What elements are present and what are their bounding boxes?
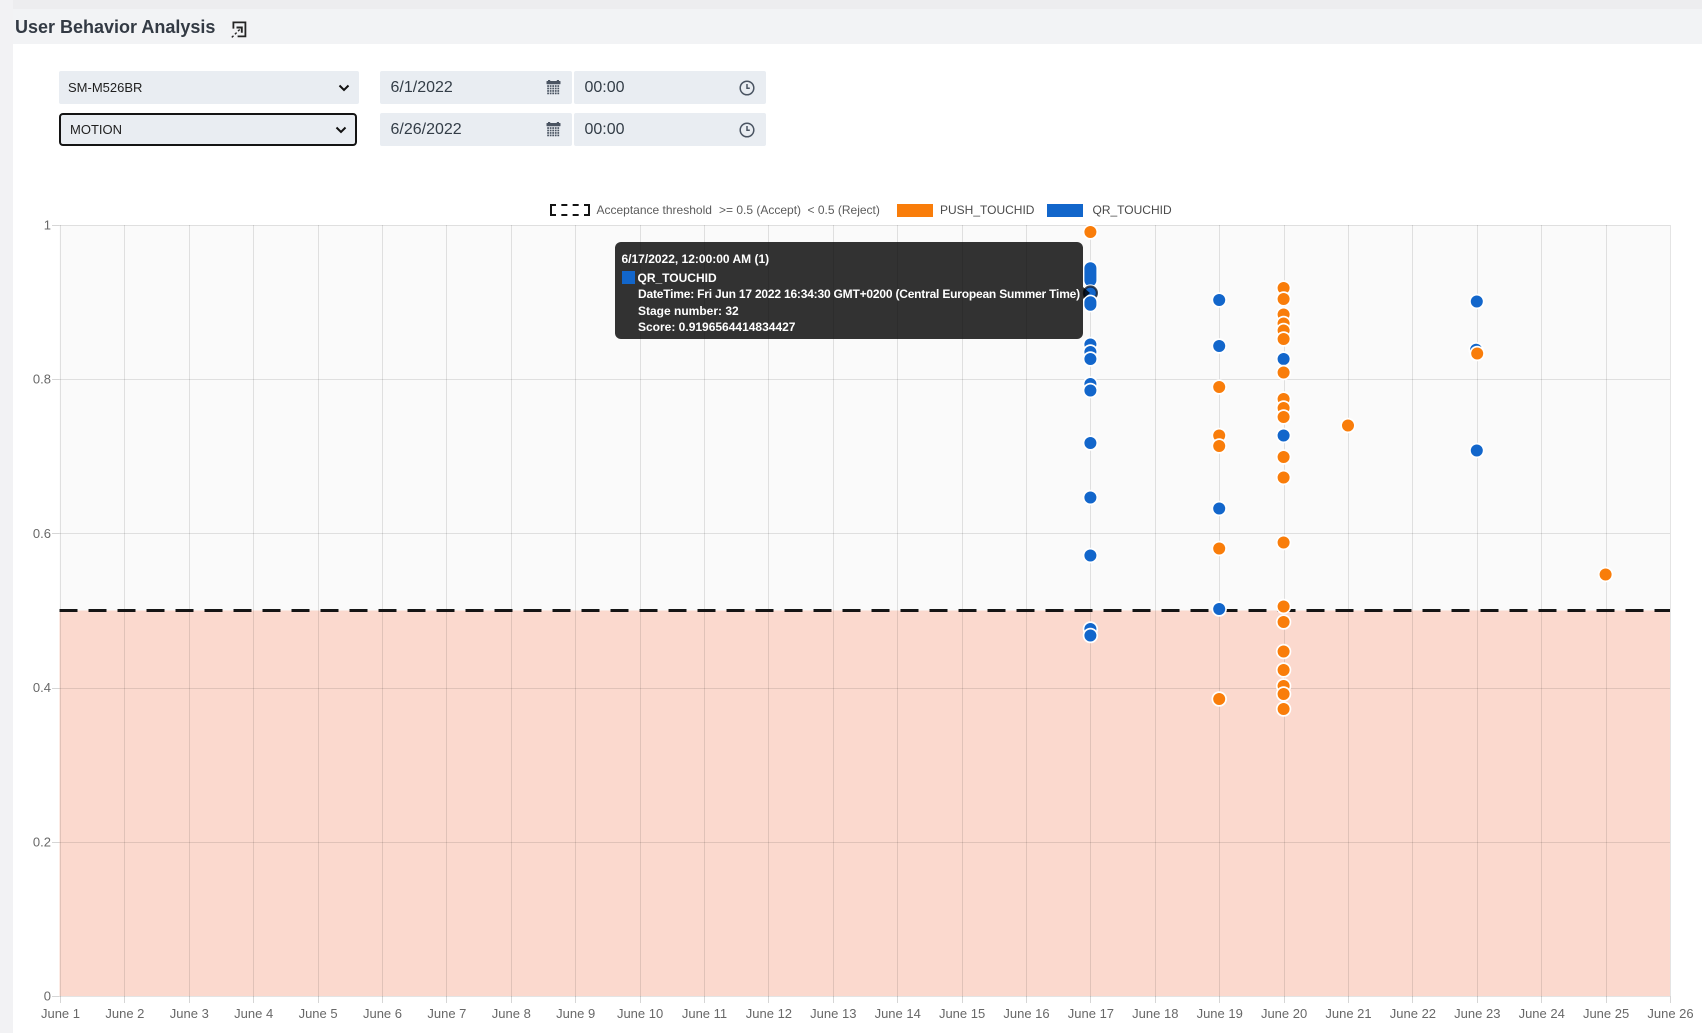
svg-text:June 2: June 2 (105, 1006, 144, 1021)
svg-text:June 16: June 16 (1003, 1006, 1049, 1021)
svg-text:June 18: June 18 (1132, 1006, 1178, 1021)
svg-text:June 14: June 14 (875, 1006, 921, 1021)
svg-text:0: 0 (44, 989, 51, 1004)
svg-text:June 7: June 7 (427, 1006, 466, 1021)
svg-text:0.6: 0.6 (33, 526, 51, 541)
svg-text:June 25: June 25 (1583, 1006, 1629, 1021)
svg-text:June 12: June 12 (746, 1006, 792, 1021)
svg-text:June 20: June 20 (1261, 1006, 1307, 1021)
svg-text:June 10: June 10 (617, 1006, 663, 1021)
svg-text:June 21: June 21 (1325, 1006, 1371, 1021)
svg-text:June 3: June 3 (170, 1006, 209, 1021)
svg-text:June 8: June 8 (492, 1006, 531, 1021)
svg-text:June 6: June 6 (363, 1006, 402, 1021)
svg-text:June 13: June 13 (810, 1006, 856, 1021)
svg-text:June 26: June 26 (1647, 1006, 1693, 1021)
svg-text:June 17: June 17 (1068, 1006, 1114, 1021)
svg-text:June 4: June 4 (234, 1006, 273, 1021)
svg-text:June 19: June 19 (1197, 1006, 1243, 1021)
svg-text:June 1: June 1 (41, 1006, 80, 1021)
svg-text:0.8: 0.8 (33, 372, 51, 387)
svg-text:June 5: June 5 (299, 1006, 338, 1021)
svg-text:June 24: June 24 (1519, 1006, 1565, 1021)
svg-text:1: 1 (44, 218, 51, 233)
svg-text:June 11: June 11 (682, 1006, 727, 1021)
svg-text:June 9: June 9 (556, 1006, 595, 1021)
svg-text:June 22: June 22 (1390, 1006, 1436, 1021)
svg-text:June 23: June 23 (1454, 1006, 1500, 1021)
svg-text:June 15: June 15 (939, 1006, 985, 1021)
svg-text:0.4: 0.4 (33, 680, 51, 695)
svg-text:0.2: 0.2 (33, 834, 51, 849)
